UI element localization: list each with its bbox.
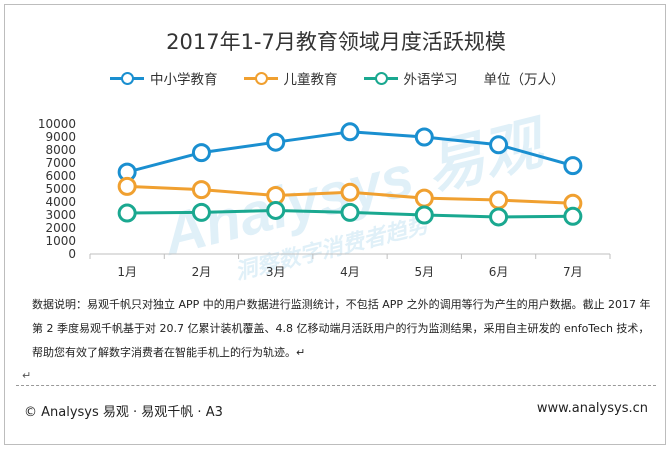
data-note-line-1: 数据说明：易观千帆只对独立 APP 中的用户数据进行监测统计，不包括 APP 之… bbox=[32, 298, 651, 311]
y-tick-label: 0 bbox=[68, 247, 76, 261]
footer-copyright: © Analysys 易观 · 易观千帆 · A3 bbox=[24, 405, 223, 420]
footer-website: www.analysys.cn bbox=[536, 401, 648, 416]
chart-legend: 中小学教育 儿童教育 外语学习 单位（万人） bbox=[110, 66, 565, 90]
data-point-series-2 bbox=[414, 205, 434, 225]
chart-title: 2017年1-7月教育领域月度活跃规模 bbox=[166, 30, 506, 54]
y-tick-label: 3000 bbox=[45, 208, 76, 222]
data-note-line-2: 第 2 季度易观千帆基于对 20.7 亿累计装机覆盖、4.8 亿移动端月活跃用户… bbox=[32, 322, 650, 335]
data-point-series-0 bbox=[191, 143, 211, 163]
y-tick-label: 6000 bbox=[45, 169, 76, 183]
y-tick-label: 7000 bbox=[45, 156, 76, 170]
y-tick-label: 8000 bbox=[45, 143, 76, 157]
x-tick-label: 2月 bbox=[192, 265, 212, 279]
y-tick-label: 9000 bbox=[45, 130, 76, 144]
data-point-series-1 bbox=[117, 176, 137, 196]
legend-swatch-child-education bbox=[243, 71, 278, 85]
x-tick-label: 1月 bbox=[117, 265, 137, 279]
legend-item-child-education: 儿童教育 bbox=[243, 68, 338, 88]
data-point-series-2 bbox=[117, 203, 137, 223]
data-point-series-2 bbox=[340, 202, 360, 222]
y-tick-label: 5000 bbox=[45, 182, 76, 196]
paragraph-mark: ↵ bbox=[22, 369, 32, 382]
legend-swatch-foreign-language bbox=[363, 71, 398, 85]
x-tick-label: 4月 bbox=[340, 265, 360, 279]
x-tick-label: 6月 bbox=[489, 265, 509, 279]
data-note-line-3: 帮助您有效了解数字消费者在智能手机上的行为轨迹。↵ bbox=[32, 346, 306, 359]
y-tick-label: 1000 bbox=[45, 234, 76, 248]
unit-label: 单位（万人） bbox=[483, 72, 565, 88]
data-note: 数据说明：易观千帆只对独立 APP 中的用户数据进行监测统计，不包括 APP 之… bbox=[32, 293, 652, 365]
legend-label: 外语学习 bbox=[403, 72, 458, 88]
data-point-series-0 bbox=[563, 156, 583, 176]
legend-swatch-primary-education bbox=[110, 71, 144, 85]
y-tick-label: 2000 bbox=[45, 221, 76, 235]
footer-divider bbox=[16, 385, 656, 386]
legend-label: 儿童教育 bbox=[283, 72, 338, 88]
y-tick-label: 10000 bbox=[38, 117, 76, 131]
data-point-series-1 bbox=[191, 180, 211, 200]
data-point-series-1 bbox=[489, 190, 509, 210]
data-point-series-1 bbox=[340, 182, 360, 202]
x-tick-label: 7月 bbox=[563, 265, 583, 279]
x-tick-label: 3月 bbox=[266, 265, 286, 279]
data-point-series-0 bbox=[340, 122, 360, 142]
data-point-series-2 bbox=[266, 200, 286, 220]
x-tick-label: 5月 bbox=[414, 265, 434, 279]
data-point-series-0 bbox=[414, 127, 434, 147]
y-tick-label: 4000 bbox=[45, 195, 76, 209]
data-point-series-2 bbox=[563, 206, 583, 226]
data-point-series-2 bbox=[489, 207, 509, 227]
legend-item-primary-education: 中小学教育 bbox=[110, 68, 218, 88]
data-point-series-1 bbox=[414, 188, 434, 208]
legend-label: 中小学教育 bbox=[150, 72, 218, 88]
data-point-series-0 bbox=[266, 132, 286, 152]
data-point-series-0 bbox=[489, 135, 509, 155]
legend-item-foreign-language: 外语学习 bbox=[363, 68, 458, 88]
data-point-series-2 bbox=[191, 202, 211, 222]
